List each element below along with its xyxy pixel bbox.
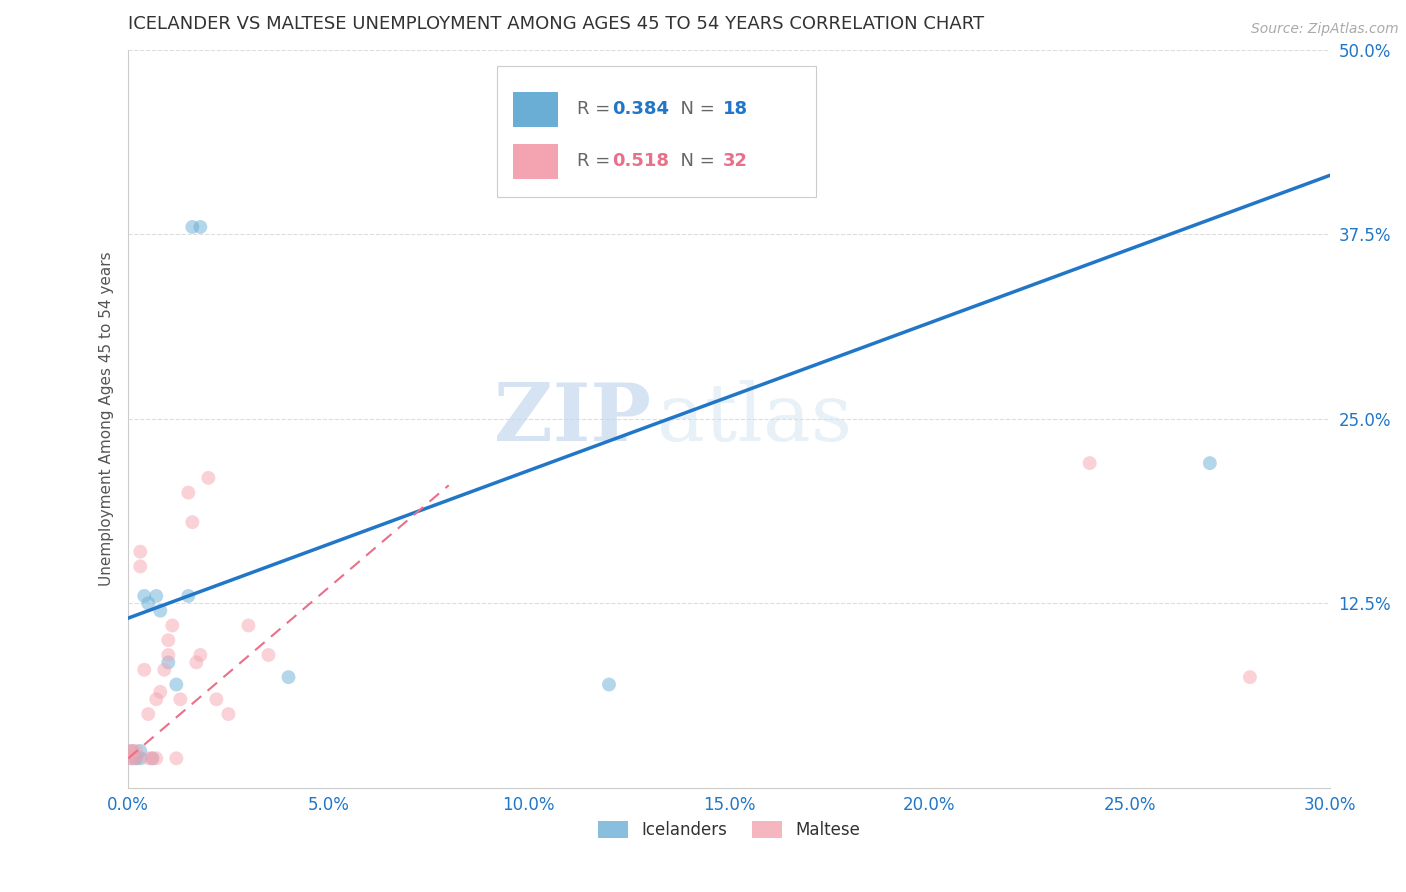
- FancyBboxPatch shape: [513, 92, 558, 128]
- Text: N =: N =: [669, 100, 720, 118]
- FancyBboxPatch shape: [513, 144, 558, 179]
- Point: [217, 706, 239, 721]
- Point: [145, 751, 167, 765]
- Point: [157, 656, 180, 670]
- Point: [598, 677, 620, 691]
- Point: [157, 633, 180, 648]
- Text: 18: 18: [723, 100, 748, 118]
- Point: [190, 219, 212, 234]
- Point: [169, 692, 191, 706]
- Point: [125, 744, 148, 758]
- Point: [129, 559, 152, 574]
- Point: [129, 544, 152, 558]
- Point: [257, 648, 280, 662]
- Point: [121, 744, 143, 758]
- Point: [153, 663, 176, 677]
- Point: [1239, 670, 1261, 684]
- Point: [136, 706, 159, 721]
- Point: [121, 744, 143, 758]
- Text: Source: ZipAtlas.com: Source: ZipAtlas.com: [1251, 22, 1399, 37]
- Point: [165, 677, 187, 691]
- Point: [117, 744, 139, 758]
- Point: [181, 219, 204, 234]
- Point: [1078, 456, 1101, 470]
- Point: [145, 589, 167, 603]
- Legend: Icelanders, Maltese: Icelanders, Maltese: [592, 814, 868, 846]
- Point: [129, 751, 152, 765]
- Point: [177, 589, 200, 603]
- Text: N =: N =: [669, 152, 720, 169]
- FancyBboxPatch shape: [498, 66, 815, 197]
- Point: [136, 596, 159, 610]
- Point: [177, 485, 200, 500]
- Point: [134, 663, 156, 677]
- Point: [277, 670, 299, 684]
- Point: [121, 751, 143, 765]
- Point: [186, 656, 208, 670]
- Point: [165, 751, 187, 765]
- Point: [141, 751, 163, 765]
- Point: [134, 589, 156, 603]
- Point: [157, 648, 180, 662]
- Point: [190, 648, 212, 662]
- Point: [117, 751, 139, 765]
- Point: [149, 604, 172, 618]
- Point: [136, 751, 159, 765]
- Text: R =: R =: [576, 152, 616, 169]
- Text: atlas: atlas: [657, 380, 852, 458]
- Point: [129, 744, 152, 758]
- Text: 0.518: 0.518: [613, 152, 669, 169]
- Point: [141, 751, 163, 765]
- Point: [197, 471, 219, 485]
- Point: [125, 751, 148, 765]
- Point: [1198, 456, 1220, 470]
- Point: [121, 751, 143, 765]
- Text: ZIP: ZIP: [494, 380, 651, 458]
- Point: [205, 692, 228, 706]
- Text: 32: 32: [723, 152, 748, 169]
- Text: R =: R =: [576, 100, 616, 118]
- Point: [125, 751, 148, 765]
- Text: 0.384: 0.384: [613, 100, 669, 118]
- Point: [238, 618, 260, 632]
- Text: ICELANDER VS MALTESE UNEMPLOYMENT AMONG AGES 45 TO 54 YEARS CORRELATION CHART: ICELANDER VS MALTESE UNEMPLOYMENT AMONG …: [128, 15, 984, 33]
- Point: [145, 692, 167, 706]
- Point: [149, 685, 172, 699]
- Point: [162, 618, 184, 632]
- Point: [181, 515, 204, 529]
- Y-axis label: Unemployment Among Ages 45 to 54 years: Unemployment Among Ages 45 to 54 years: [100, 252, 114, 586]
